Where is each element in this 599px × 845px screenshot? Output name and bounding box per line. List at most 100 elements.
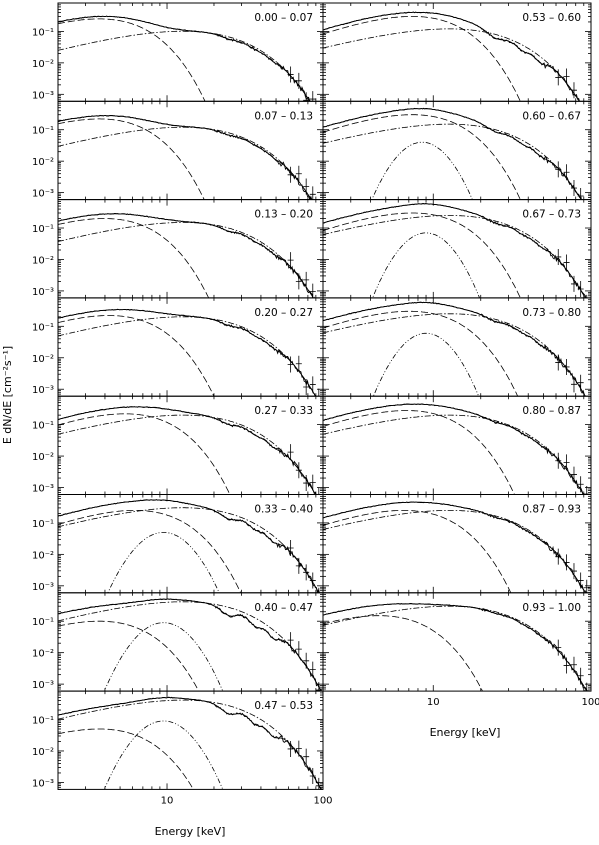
blackbody-component xyxy=(58,620,200,692)
phase-label: 0.67 – 0.73 xyxy=(522,209,581,221)
phase-label: 0.73 – 0.80 xyxy=(522,307,581,319)
x-axis-label-right: Energy [keV] xyxy=(430,726,501,739)
y-tick-label: 10⁻³ xyxy=(32,287,54,298)
total-model xyxy=(323,108,582,200)
panel-7: 10⁻³ 10⁻² 10⁻¹ 10 100 0.47 – 0.53 xyxy=(32,690,333,806)
panel-content xyxy=(323,11,580,102)
phase-label: 0.40 – 0.47 xyxy=(254,602,313,614)
total-model xyxy=(323,403,584,495)
panel-11: 0.73 – 0.80 xyxy=(322,297,592,397)
total-model xyxy=(323,12,580,102)
gaussian-component xyxy=(371,141,473,200)
powerlaw-component xyxy=(58,699,322,790)
gaussian-component xyxy=(107,532,220,593)
panel-3: 10⁻³ 10⁻² 10⁻¹ 0.20 – 0.27 xyxy=(32,297,324,397)
total-model xyxy=(323,203,586,298)
y-tick-label: 10⁻¹ xyxy=(32,617,54,628)
blackbody-component xyxy=(323,212,521,298)
phase-label: 0.13 – 0.20 xyxy=(254,209,313,221)
panel-content xyxy=(58,114,316,200)
y-tick-label: 10⁻¹ xyxy=(32,322,54,333)
total-model xyxy=(323,302,586,397)
y-tick-label: 10⁻² xyxy=(32,157,54,168)
gaussian-component xyxy=(103,720,224,790)
blackbody-component xyxy=(323,510,512,593)
panel-content xyxy=(58,308,320,397)
blackbody-component xyxy=(58,118,205,200)
y-tick-label: 10⁻³ xyxy=(32,189,54,200)
powerlaw-component xyxy=(58,601,322,692)
total-model xyxy=(58,15,311,102)
y-axis-label: E dN/dE [cm⁻²s⁻¹] xyxy=(1,346,14,444)
total-model xyxy=(323,603,588,692)
powerlaw-component xyxy=(58,30,311,102)
y-tick-label: 10⁻¹ xyxy=(32,716,54,727)
phase-label: 0.27 – 0.33 xyxy=(254,405,313,417)
panel-5: 10⁻³ 10⁻² 10⁻¹ 0.33 – 0.40 xyxy=(32,494,324,594)
total-model xyxy=(58,309,317,397)
powerlaw-component xyxy=(323,510,586,593)
panel-content xyxy=(58,212,316,298)
data-spectrum xyxy=(323,501,587,593)
y-tick-label: 10⁻¹ xyxy=(32,519,54,530)
data-spectrum xyxy=(58,406,317,495)
y-tick-label: 10⁻² xyxy=(32,255,54,266)
powerlaw-component xyxy=(58,126,312,200)
x-tick-label: 100 xyxy=(581,697,599,708)
panel-frame xyxy=(57,690,324,790)
powerlaw-component xyxy=(323,28,580,102)
panel-content xyxy=(58,15,316,102)
blackbody-component xyxy=(323,410,515,495)
panel-content xyxy=(323,107,584,200)
gaussian-component xyxy=(372,332,480,397)
y-tick-label: 10⁻² xyxy=(32,649,54,660)
powerlaw-component xyxy=(323,605,588,692)
powerlaw-component xyxy=(58,222,314,298)
y-tick-label: 10⁻³ xyxy=(32,778,54,789)
panel-6: 10⁻³ 10⁻² 10⁻¹ 0.40 – 0.47 xyxy=(32,592,324,692)
panel-14: 10 100 0.93 – 1.00 xyxy=(322,592,599,708)
blackbody-component xyxy=(58,315,215,397)
blackbody-component xyxy=(58,510,242,593)
powerlaw-component xyxy=(323,215,586,298)
total-model xyxy=(323,501,586,593)
data-spectrum xyxy=(58,308,317,397)
y-tick-label: 10⁻¹ xyxy=(32,421,54,432)
panel-content xyxy=(323,501,590,593)
panel-9: 0.60 – 0.67 xyxy=(322,100,592,201)
total-model xyxy=(58,213,314,298)
panel-content xyxy=(58,598,322,692)
powerlaw-component xyxy=(58,414,317,495)
panel-0: 10⁻³ 10⁻² 10⁻¹ 0.00 – 0.07 xyxy=(32,2,324,102)
y-tick-label: 10⁻¹ xyxy=(32,126,54,137)
total-model xyxy=(58,406,317,495)
x-tick-label: 10 xyxy=(161,795,174,806)
y-tick-label: 10⁻³ xyxy=(32,90,54,101)
gaussian-component xyxy=(103,622,224,692)
y-tick-label: 10⁻³ xyxy=(32,680,54,691)
phase-label: 0.93 – 1.00 xyxy=(522,602,581,614)
panel-2: 10⁻³ 10⁻² 10⁻¹ 0.13 – 0.20 xyxy=(32,199,324,299)
total-model xyxy=(58,598,322,692)
phase-label: 0.53 – 0.60 xyxy=(522,12,581,24)
panel-13: 0.87 – 0.93 xyxy=(322,494,592,594)
blackbody-component xyxy=(58,728,194,790)
total-model xyxy=(58,115,312,200)
panel-content xyxy=(58,498,320,593)
panel-content xyxy=(58,696,323,790)
powerlaw-component xyxy=(58,507,320,593)
panel-10: 0.67 – 0.73 xyxy=(322,199,592,299)
y-tick-label: 10⁻² xyxy=(32,452,54,463)
blackbody-component xyxy=(323,114,521,200)
total-model xyxy=(58,499,320,593)
blackbody-component xyxy=(58,413,231,495)
phase-label: 0.87 – 0.93 xyxy=(522,504,581,516)
y-tick-label: 10⁻² xyxy=(32,354,54,365)
y-tick-label: 10⁻² xyxy=(32,550,54,561)
phase-label: 0.80 – 0.87 xyxy=(522,405,581,417)
phase-label: 0.47 – 0.53 xyxy=(254,700,313,712)
y-tick-label: 10⁻³ xyxy=(32,385,54,396)
blackbody-component xyxy=(323,310,519,397)
panel-content xyxy=(58,406,320,495)
